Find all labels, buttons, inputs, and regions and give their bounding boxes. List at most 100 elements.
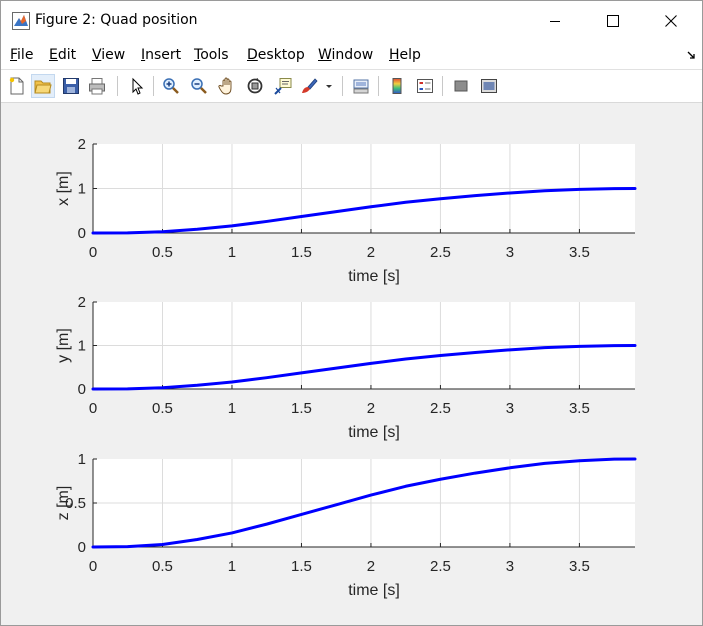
brush-icon	[302, 78, 318, 93]
menu-window[interactable]: Window	[318, 47, 374, 63]
menu-edit[interactable]: Edit	[49, 47, 77, 63]
x-tick-label: 0	[89, 558, 97, 575]
y-axis-label: y [m]	[55, 328, 72, 363]
x-tick-label: 1	[228, 400, 236, 417]
y-axis-label: x [m]	[55, 171, 72, 206]
title-bar[interactable]: Figure 2: Quad position	[1, 1, 702, 41]
new-figure-button[interactable]	[5, 74, 29, 98]
x-tick-label: 2.5	[430, 400, 451, 417]
edit-plot-button[interactable]	[125, 74, 149, 98]
dock-figure-icon[interactable]	[687, 51, 696, 60]
x-axis-label: time [s]	[348, 424, 400, 441]
open-file-icon	[34, 80, 52, 94]
hide-plot-tools-button[interactable]	[449, 74, 473, 98]
x-tick-label: 2	[367, 558, 375, 575]
x-tick-label: 1	[228, 558, 236, 575]
x-tick-label: 1	[228, 244, 236, 261]
edit-plot-arrow-icon	[132, 77, 144, 95]
zoom-out-button[interactable]	[187, 74, 211, 98]
subplots-area: 0 0.5 1 1.5 2 2.5 3 3.5 0 1 2 time [s] x [m] 0 0.5 1 1.5…	[55, 136, 637, 599]
brush-button[interactable]	[297, 74, 321, 98]
series-line-1	[91, 187, 637, 235]
link-plot-icon	[353, 79, 369, 94]
y-tick-label: 1	[78, 338, 86, 355]
y-tick-label: 2	[78, 294, 86, 311]
insert-colorbar-icon	[392, 78, 402, 94]
x-tick-label: 0.5	[152, 558, 173, 575]
x-tick-label: 2.5	[430, 558, 451, 575]
open-file-button[interactable]	[31, 74, 55, 98]
minimize-button[interactable]	[526, 1, 584, 41]
x-tick-label: 3.5	[569, 244, 590, 261]
data-cursor-button[interactable]	[271, 74, 295, 98]
x-tick-label: 1.5	[291, 558, 312, 575]
close-button[interactable]	[642, 1, 700, 41]
series-line-1	[91, 344, 637, 391]
rotate-3d-button[interactable]	[243, 74, 267, 98]
menu-bar: File Edit View Insert Tools Desktop Wind…	[1, 41, 702, 70]
series-line-1	[91, 457, 637, 549]
print-button[interactable]	[85, 74, 109, 98]
zoom-in-button[interactable]	[159, 74, 183, 98]
data-cursor-icon	[274, 78, 292, 95]
y-tick-label: 2	[78, 136, 86, 153]
rotate-3d-icon	[247, 78, 263, 94]
matlab-logo-icon	[12, 12, 30, 30]
x-tick-label: 2	[367, 244, 375, 261]
menu-insert[interactable]: Insert	[141, 47, 182, 63]
minimize-icon	[550, 21, 560, 22]
close-icon	[665, 15, 677, 27]
figure-toolbar	[1, 70, 702, 103]
window-title: Figure 2: Quad position	[35, 12, 198, 28]
print-icon	[89, 78, 105, 95]
brush-dropdown-button[interactable]	[323, 74, 335, 98]
zoom-in-icon	[163, 78, 179, 94]
x-tick-label: 0.5	[152, 244, 173, 261]
subplot-2[interactable]: 0 0.5 1 1.5 2 2.5 3 3.5 0 1 2 time [s] y [m]	[55, 294, 637, 441]
x-tick-label: 3	[506, 558, 514, 575]
y-tick-label: 0.5	[65, 495, 86, 512]
show-plot-tools-button[interactable]	[477, 74, 501, 98]
y-tick-label: 1	[78, 181, 86, 198]
menu-tools[interactable]: Tools	[194, 47, 229, 63]
x-axis-label: time [s]	[348, 268, 400, 285]
y-tick-label: 0	[78, 225, 86, 242]
x-tick-label: 3.5	[569, 400, 590, 417]
new-figure-icon	[9, 77, 24, 95]
y-tick-label: 0	[78, 381, 86, 398]
x-tick-label: 1.5	[291, 244, 312, 261]
x-tick-label: 3	[506, 400, 514, 417]
x-tick-label: 0	[89, 244, 97, 261]
maximize-button[interactable]	[584, 1, 642, 41]
y-tick-label: 1	[78, 451, 86, 468]
x-tick-label: 2	[367, 400, 375, 417]
link-plot-button[interactable]	[349, 74, 373, 98]
insert-legend-button[interactable]	[413, 74, 437, 98]
zoom-out-icon	[191, 78, 207, 94]
pan-button[interactable]	[215, 74, 239, 98]
y-tick-label: 0	[78, 539, 86, 556]
menu-view[interactable]: View	[92, 47, 126, 63]
maximize-icon	[607, 15, 619, 27]
x-tick-label: 1.5	[291, 400, 312, 417]
menu-help[interactable]: Help	[389, 47, 421, 63]
menu-file[interactable]: File	[10, 47, 34, 63]
save-button[interactable]	[59, 74, 83, 98]
x-tick-label: 0.5	[152, 400, 173, 417]
brush-dropdown-icon	[326, 85, 332, 88]
hide-plot-tools-icon	[454, 80, 468, 92]
menu-desktop[interactable]: Desktop	[247, 47, 305, 63]
x-tick-label: 0	[89, 400, 97, 417]
insert-legend-icon	[417, 79, 433, 93]
subplot-1[interactable]: 0 0.5 1 1.5 2 2.5 3 3.5 0 1 2 time [s] x [m]	[55, 136, 637, 285]
pan-hand-icon	[218, 77, 232, 95]
subplot-3[interactable]: 0 0.5 1 1.5 2 2.5 3 3.5 0 0.5 1 time [s] z [m]	[55, 451, 637, 599]
x-tick-label: 2.5	[430, 244, 451, 261]
figure-canvas: 0 0.5 1 1.5 2 2.5 3 3.5 0 1 2 time [s] x [m] 0 0.5 1 1.5…	[1, 103, 702, 625]
x-axis-label: time [s]	[348, 582, 400, 599]
save-icon	[63, 78, 79, 94]
y-axis-label: z [m]	[55, 486, 72, 521]
insert-colorbar-button[interactable]	[385, 74, 409, 98]
show-plot-tools-icon	[481, 79, 497, 93]
